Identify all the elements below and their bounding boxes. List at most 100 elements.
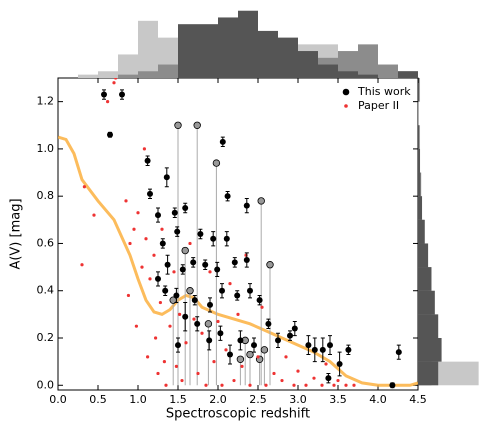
point bbox=[325, 375, 332, 382]
hist-bar bbox=[298, 51, 318, 78]
point bbox=[155, 275, 161, 282]
point bbox=[389, 382, 396, 389]
point bbox=[232, 378, 236, 383]
point bbox=[305, 342, 312, 349]
point bbox=[164, 383, 168, 387]
point bbox=[196, 371, 200, 376]
point bbox=[134, 324, 138, 328]
point bbox=[112, 81, 116, 85]
point bbox=[284, 355, 288, 359]
hist-bar bbox=[218, 17, 238, 79]
point bbox=[292, 383, 296, 387]
stem-point bbox=[260, 346, 269, 354]
y-tick-label: 0.4 bbox=[37, 284, 55, 297]
legend-label: This work bbox=[357, 85, 411, 98]
y-tick-label: 1.0 bbox=[37, 142, 55, 155]
y-tick-label: 0.0 bbox=[37, 378, 55, 391]
hist-bar bbox=[138, 20, 158, 78]
point bbox=[256, 297, 263, 304]
point bbox=[287, 332, 293, 339]
point bbox=[124, 199, 128, 203]
point bbox=[248, 383, 252, 387]
point bbox=[194, 320, 201, 327]
point bbox=[160, 227, 164, 231]
point bbox=[332, 383, 336, 387]
stem-point bbox=[181, 246, 189, 255]
point bbox=[132, 227, 136, 231]
hist-bar bbox=[418, 101, 419, 126]
point bbox=[180, 378, 184, 383]
point bbox=[146, 355, 150, 359]
hist-bar bbox=[418, 172, 421, 197]
y-tick-label: 1.2 bbox=[37, 95, 55, 108]
hist-bar bbox=[418, 219, 425, 244]
point bbox=[152, 253, 156, 257]
point bbox=[352, 383, 356, 387]
point bbox=[155, 212, 161, 219]
point bbox=[304, 383, 308, 387]
point bbox=[106, 100, 110, 104]
point bbox=[296, 369, 300, 373]
point bbox=[228, 282, 232, 286]
x-tick-label: 3.0 bbox=[289, 393, 307, 406]
hist-bar bbox=[78, 74, 98, 78]
x-tick-label: 1.5 bbox=[169, 393, 187, 406]
point bbox=[227, 351, 233, 358]
point bbox=[188, 241, 192, 246]
point bbox=[107, 131, 113, 138]
point bbox=[247, 287, 253, 294]
point bbox=[168, 324, 172, 328]
x-tick-label: 4.0 bbox=[369, 393, 387, 406]
x-axis-label: Spectroscopic redshift bbox=[166, 407, 310, 422]
hist-bar bbox=[418, 78, 420, 102]
point bbox=[191, 297, 198, 304]
point bbox=[202, 261, 209, 268]
point bbox=[175, 342, 181, 349]
point bbox=[220, 383, 224, 387]
point bbox=[173, 292, 180, 299]
hist-bar bbox=[278, 37, 298, 78]
point bbox=[212, 360, 216, 364]
hist-bar bbox=[358, 74, 378, 78]
x-tick-label: 4.5 bbox=[409, 393, 427, 406]
x-tick-label: 0.0 bbox=[49, 393, 67, 406]
point bbox=[336, 361, 343, 367]
point bbox=[234, 292, 241, 299]
point bbox=[200, 331, 204, 335]
hist-bar bbox=[238, 10, 258, 79]
point bbox=[128, 241, 132, 246]
point bbox=[114, 78, 118, 80]
point bbox=[264, 383, 268, 387]
point bbox=[243, 202, 250, 209]
point bbox=[395, 349, 402, 356]
point bbox=[158, 300, 162, 305]
point bbox=[324, 362, 328, 366]
point bbox=[327, 342, 333, 349]
point bbox=[147, 190, 153, 197]
point bbox=[148, 277, 152, 281]
point bbox=[154, 336, 158, 340]
legend-label: Paper II bbox=[358, 99, 399, 112]
hist-bar bbox=[198, 24, 218, 79]
point bbox=[243, 257, 250, 263]
hist-bar bbox=[418, 196, 423, 220]
stem-point bbox=[257, 197, 265, 205]
point bbox=[207, 301, 213, 308]
point bbox=[140, 265, 144, 269]
stem-point bbox=[204, 320, 213, 328]
hist-bar bbox=[418, 361, 439, 386]
point bbox=[184, 341, 188, 345]
point bbox=[162, 287, 169, 294]
hist-bar bbox=[258, 30, 278, 79]
hist-bar bbox=[418, 148, 421, 173]
point bbox=[204, 383, 208, 387]
plot-area bbox=[58, 78, 418, 389]
x-tick-label: 2.5 bbox=[249, 393, 267, 406]
hist-bar bbox=[118, 54, 138, 78]
point bbox=[172, 270, 176, 274]
point bbox=[144, 157, 151, 164]
x-tick-label: 3.5 bbox=[329, 393, 347, 406]
point bbox=[192, 317, 196, 321]
stem-point bbox=[266, 261, 274, 269]
stem-point bbox=[186, 287, 194, 295]
